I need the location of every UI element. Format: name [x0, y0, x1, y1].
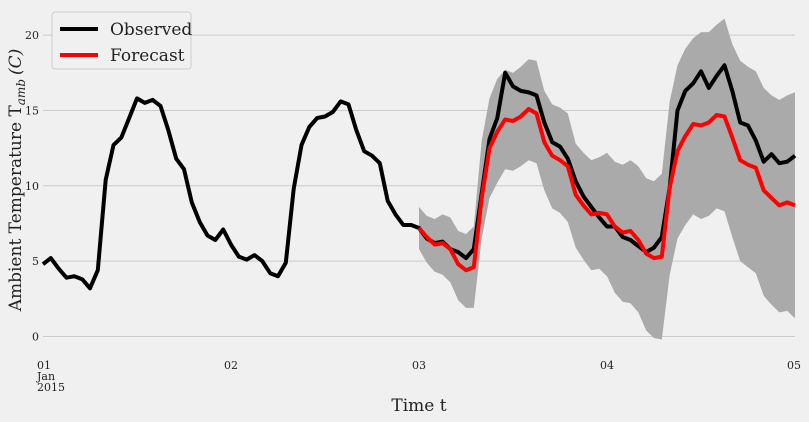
series-line-forecast [417, 107, 796, 273]
x-tick-label: 05 [787, 359, 801, 372]
x-tick-label: 01 [37, 359, 51, 372]
series-layer [41, 63, 797, 291]
y-tick-label: 20 [25, 29, 39, 42]
confidence-band-layer [419, 18, 795, 340]
x-axis-label: Time t [391, 396, 446, 416]
y-tick-label: 10 [25, 180, 39, 193]
y-tick-label: 0 [32, 330, 39, 343]
legend-forecast-label: Forecast [110, 46, 185, 66]
y-axis-label-unit: (C) [6, 49, 26, 75]
legend: Observed Forecast [51, 11, 192, 70]
y-tick-label: 5 [32, 255, 39, 268]
legend-observed-label: Observed [110, 20, 192, 40]
x-tick-label: 04 [600, 359, 614, 372]
y-axis-label-main: Ambient Temperature T [6, 105, 26, 313]
forecast-confidence-band [419, 18, 795, 340]
y-axis-label: Ambient Temperature Tamb (C) [6, 49, 28, 313]
y-axis-label-subscript: amb [14, 79, 28, 105]
x-tick-sublabel-month: Jan [36, 370, 55, 383]
x-tick-label: 03 [412, 359, 426, 372]
x-tick-sublabel-year: 2015 [37, 381, 65, 394]
x-tick-label: 02 [224, 359, 238, 372]
y-tick-label: 15 [25, 104, 39, 117]
